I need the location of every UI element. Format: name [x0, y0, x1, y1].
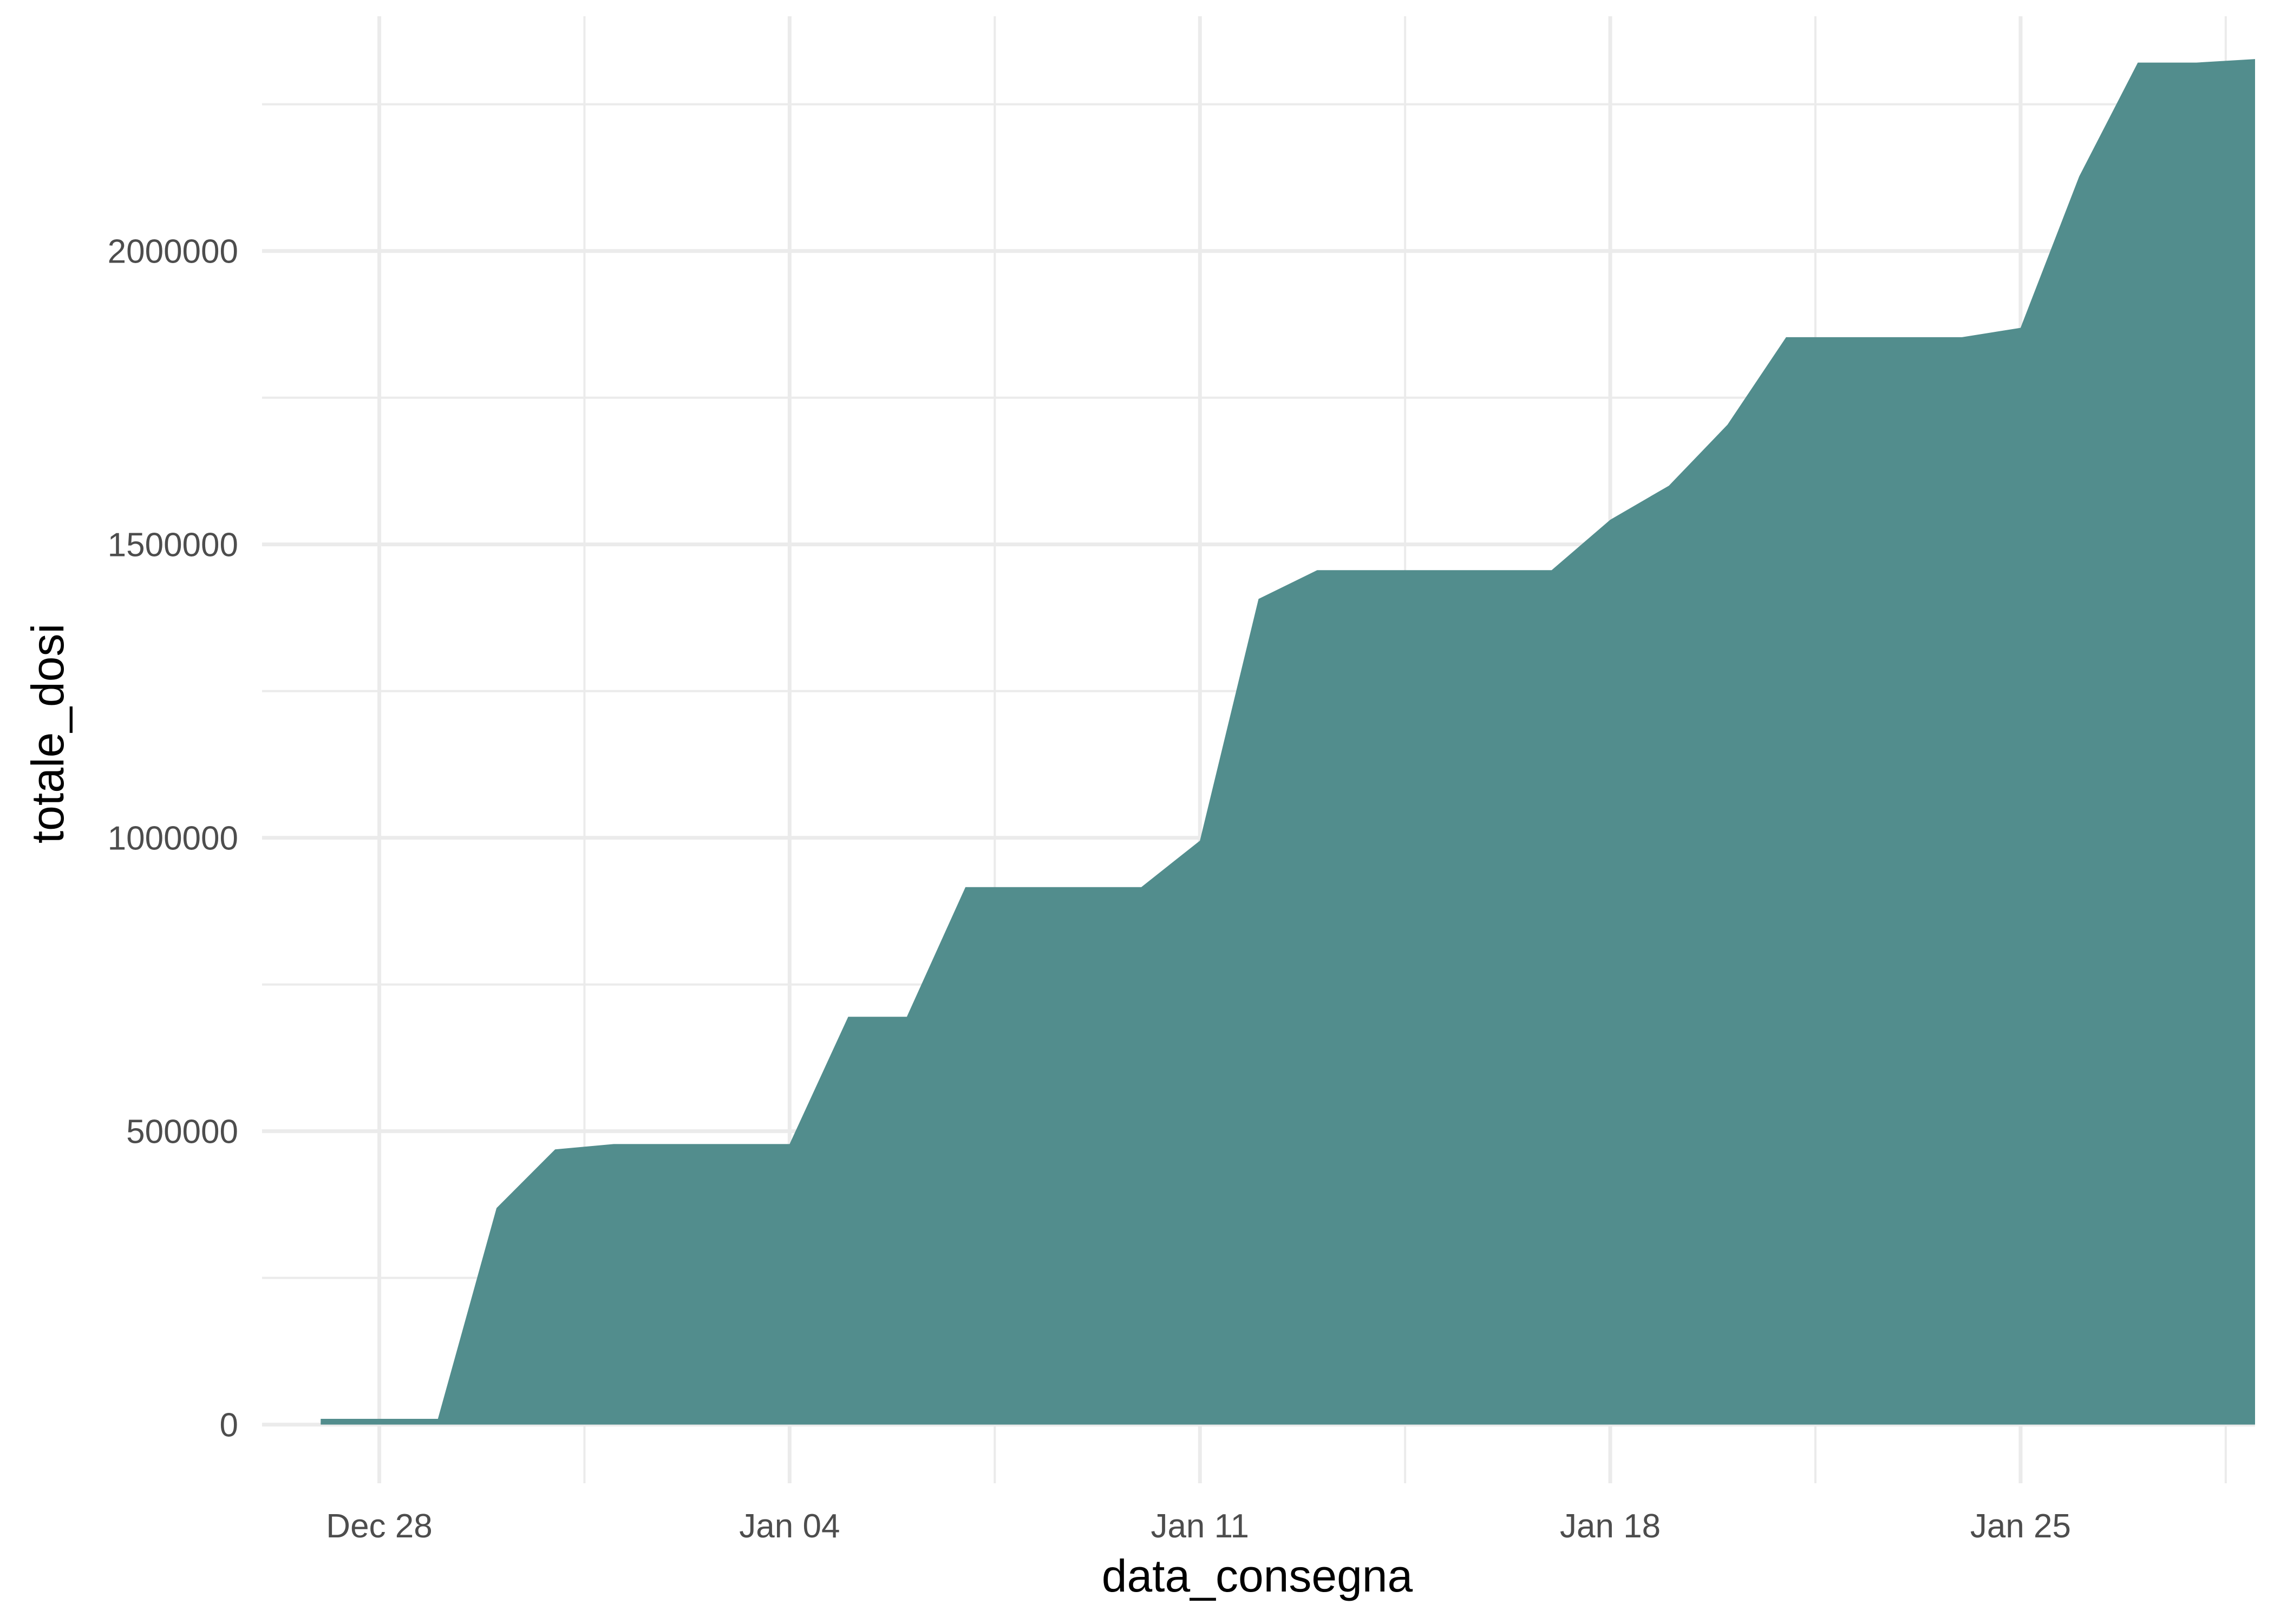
- x-tick-label: Jan 18: [1560, 1508, 1661, 1545]
- y-axis-tick-labels: 0 500000 1000000 1500000 2000000: [108, 233, 238, 1444]
- x-tick-label: Jan 04: [739, 1508, 840, 1545]
- x-tick-label: Dec 28: [326, 1508, 432, 1545]
- y-tick-label: 1500000: [108, 527, 238, 564]
- x-axis-tick-labels: Dec 28 Jan 04 Jan 11 Jan 18 Jan 25: [326, 1508, 2071, 1545]
- y-tick-label: 2000000: [108, 233, 238, 271]
- y-tick-label: 500000: [126, 1114, 238, 1151]
- x-tick-label: Jan 25: [1970, 1508, 2071, 1545]
- y-axis-title: totale_dosi: [22, 624, 73, 843]
- x-tick-label: Jan 11: [1151, 1508, 1249, 1545]
- x-axis-title: data_consegna: [1102, 1550, 1413, 1601]
- y-tick-label: 1000000: [108, 820, 238, 857]
- y-tick-label: 0: [220, 1407, 238, 1444]
- area-series: [321, 59, 2255, 1425]
